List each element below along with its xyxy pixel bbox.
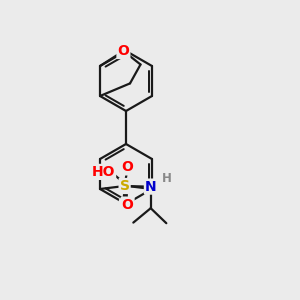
Text: O: O — [122, 198, 134, 212]
Text: HO: HO — [92, 165, 115, 179]
Text: H: H — [162, 172, 172, 185]
Text: N: N — [145, 180, 157, 194]
Text: S: S — [120, 179, 130, 193]
Text: O: O — [120, 200, 132, 214]
Text: O: O — [118, 44, 129, 58]
Text: O: O — [122, 160, 134, 174]
